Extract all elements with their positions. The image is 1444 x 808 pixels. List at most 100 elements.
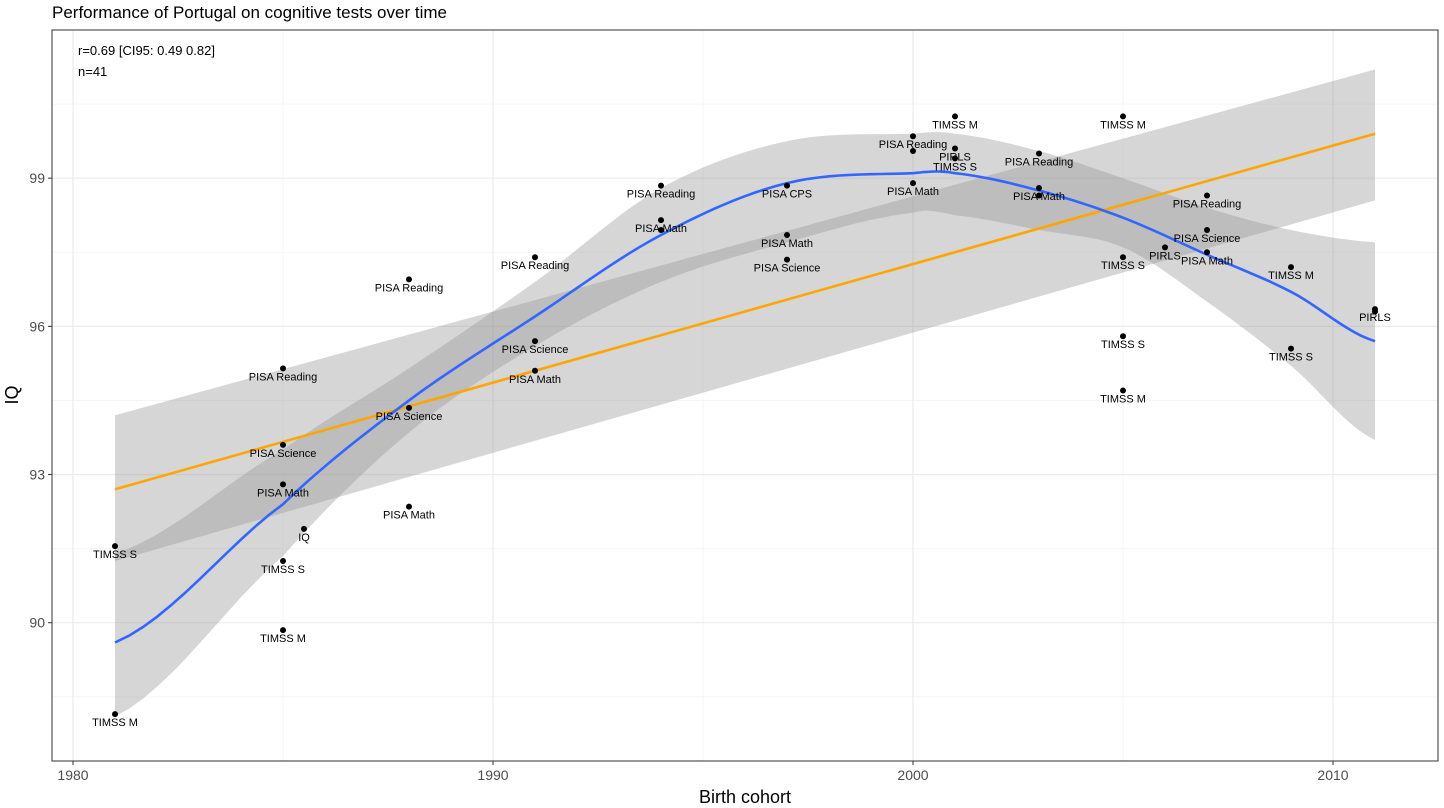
point-label: PISA Science [250,448,317,460]
y-tick-label: 93 [29,467,45,483]
data-point [1120,333,1126,340]
data-point [406,404,412,411]
data-point [1036,192,1042,199]
data-point [952,145,958,152]
point-label: PISA Math [887,186,939,198]
chart-title: Performance of Portugal on cognitive tes… [52,3,447,22]
data-point [1288,264,1294,271]
data-point [952,113,958,120]
data-point [910,180,916,187]
x-axis-title: Birth cohort [699,787,791,807]
data-point [532,367,538,374]
data-point [1204,249,1210,256]
grid-lines [52,30,1438,761]
data-points [112,113,1378,718]
data-point [1204,227,1210,234]
data-point [280,441,286,448]
linear-fit-line [114,132,1376,491]
point-label: PISA Math [509,374,561,386]
point-label: PISA Reading [1173,198,1242,210]
point-label: TIMSS M [1100,394,1146,406]
plot-area: TIMSS S TIMSS M PISA Reading PISA Science PI… [51,29,1439,762]
data-point [280,627,286,634]
point-label: PISA Science [502,344,569,356]
point-label: PISA Science [754,263,821,275]
point-labels: TIMSS S TIMSS M PISA Reading PISA Science PI… [92,119,1391,729]
point-label: PISA Science [376,411,443,423]
data-point [280,365,286,372]
x-tick-label: 1990 [477,767,508,783]
point-label: TIMSS S [1101,260,1145,272]
data-point [658,227,664,234]
point-label: TIMSS M [932,119,978,131]
point-label: TIMSS M [92,717,138,729]
point-label: PISA Reading [1005,156,1074,168]
point-label: PIRLS [1359,312,1391,324]
point-label: TIMSS S [1101,339,1145,351]
data-point [301,525,307,532]
point-label: PIRLS [939,152,971,164]
confidence-bands [115,69,1375,717]
x-tick-label: 2010 [1317,767,1348,783]
linear-fit-confidence-band [115,69,1375,561]
data-point [1162,244,1168,251]
data-point [784,182,790,189]
x-tick-label: 2000 [897,767,928,783]
point-label: PIRLS [1149,250,1181,262]
point-label: PISA Math [761,238,813,250]
data-point [952,155,958,162]
point-label: PISA Math [1013,191,1065,203]
point-label: TIMSS S [261,564,305,576]
point-label: TIMSS S [93,549,137,561]
data-point [1288,345,1294,352]
data-point [1120,254,1126,261]
point-label: PISA Math [635,223,687,235]
point-label: TIMSS S [933,161,977,173]
data-point [910,148,916,155]
data-point [658,217,664,224]
data-point [532,254,538,261]
data-point [1120,387,1126,394]
point-label: PISA Reading [501,260,570,272]
y-axis-title: IQ [2,385,22,404]
point-label: PISA CPS [762,189,812,201]
point-label: TIMSS M [1268,270,1314,282]
data-point [784,231,790,238]
point-label: TIMSS M [260,633,306,645]
data-point [1120,113,1126,120]
x-tick-label: 1980 [57,767,88,783]
point-label: PISA Reading [627,189,696,201]
correlation-annotation: r=0.69 [CI95: 0.49 0.82] [78,43,215,58]
n-annotation: n=41 [78,64,107,79]
axes: 1980 1990 2000 2010 90 93 96 99 [29,170,1348,783]
point-label: PISA Math [383,510,435,522]
y-tick-label: 90 [29,615,45,631]
data-point [406,503,412,510]
data-point [1036,185,1042,192]
point-label: IQ [298,532,310,544]
loess-fit-confidence-band [115,132,1375,717]
point-label: PISA Science [1174,233,1241,245]
data-point [112,711,118,718]
point-label: PISA Math [1181,255,1233,267]
data-point [1372,308,1378,315]
data-point [112,543,118,550]
data-point [280,481,286,488]
point-label: TIMSS S [1269,352,1313,364]
point-label: PISA Reading [375,282,444,294]
point-label: TIMSS M [1100,119,1146,131]
point-label: PISA Reading [249,371,318,383]
data-point [532,338,538,345]
data-point [1204,192,1210,199]
y-tick-label: 99 [29,170,45,186]
plot-border [51,29,1439,762]
data-point [406,276,412,283]
y-tick-label: 96 [29,318,45,334]
data-point [910,133,916,140]
data-point [280,557,286,564]
point-label: PISA Reading [879,139,948,151]
data-point [1036,150,1042,157]
data-point [658,182,664,189]
point-label: PISA Math [257,487,309,499]
